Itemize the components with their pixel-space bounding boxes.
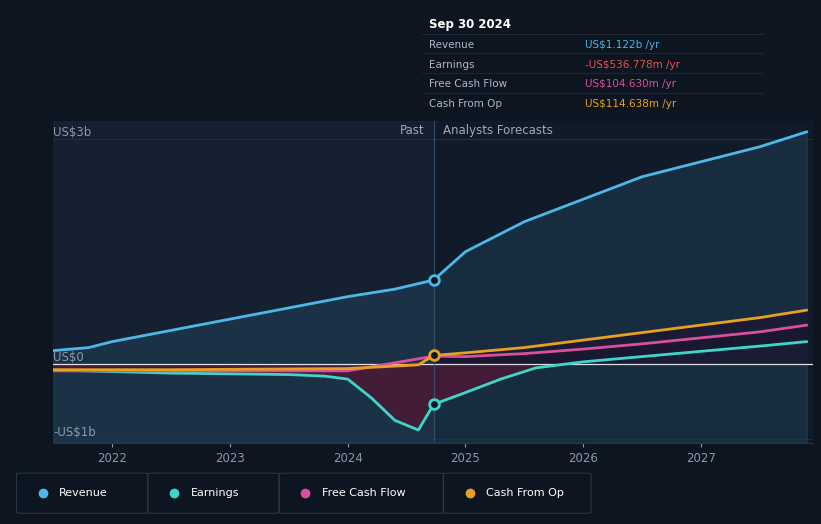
Text: Revenue: Revenue [59, 487, 108, 498]
Text: Earnings: Earnings [190, 487, 239, 498]
Text: US$3b: US$3b [53, 126, 92, 139]
Text: -US$1b: -US$1b [53, 426, 96, 439]
Text: US$0: US$0 [53, 351, 84, 364]
Bar [53, 121, 433, 443]
Text: Earnings: Earnings [429, 60, 475, 70]
Text: Revenue: Revenue [429, 40, 475, 50]
Bar [433, 121, 813, 443]
Text: US$1.122b /yr: US$1.122b /yr [585, 40, 660, 50]
Text: Free Cash Flow: Free Cash Flow [322, 487, 406, 498]
Text: Sep 30 2024: Sep 30 2024 [429, 18, 511, 31]
Text: Past: Past [400, 124, 424, 137]
Text: -US$536.778m /yr: -US$536.778m /yr [585, 60, 681, 70]
Text: US$114.638m /yr: US$114.638m /yr [585, 99, 677, 109]
Text: Cash From Op: Cash From Op [429, 99, 502, 109]
Text: Cash From Op: Cash From Op [486, 487, 564, 498]
Text: Analysts Forecasts: Analysts Forecasts [443, 124, 553, 137]
Text: US$104.630m /yr: US$104.630m /yr [585, 79, 677, 89]
Text: Free Cash Flow: Free Cash Flow [429, 79, 507, 89]
